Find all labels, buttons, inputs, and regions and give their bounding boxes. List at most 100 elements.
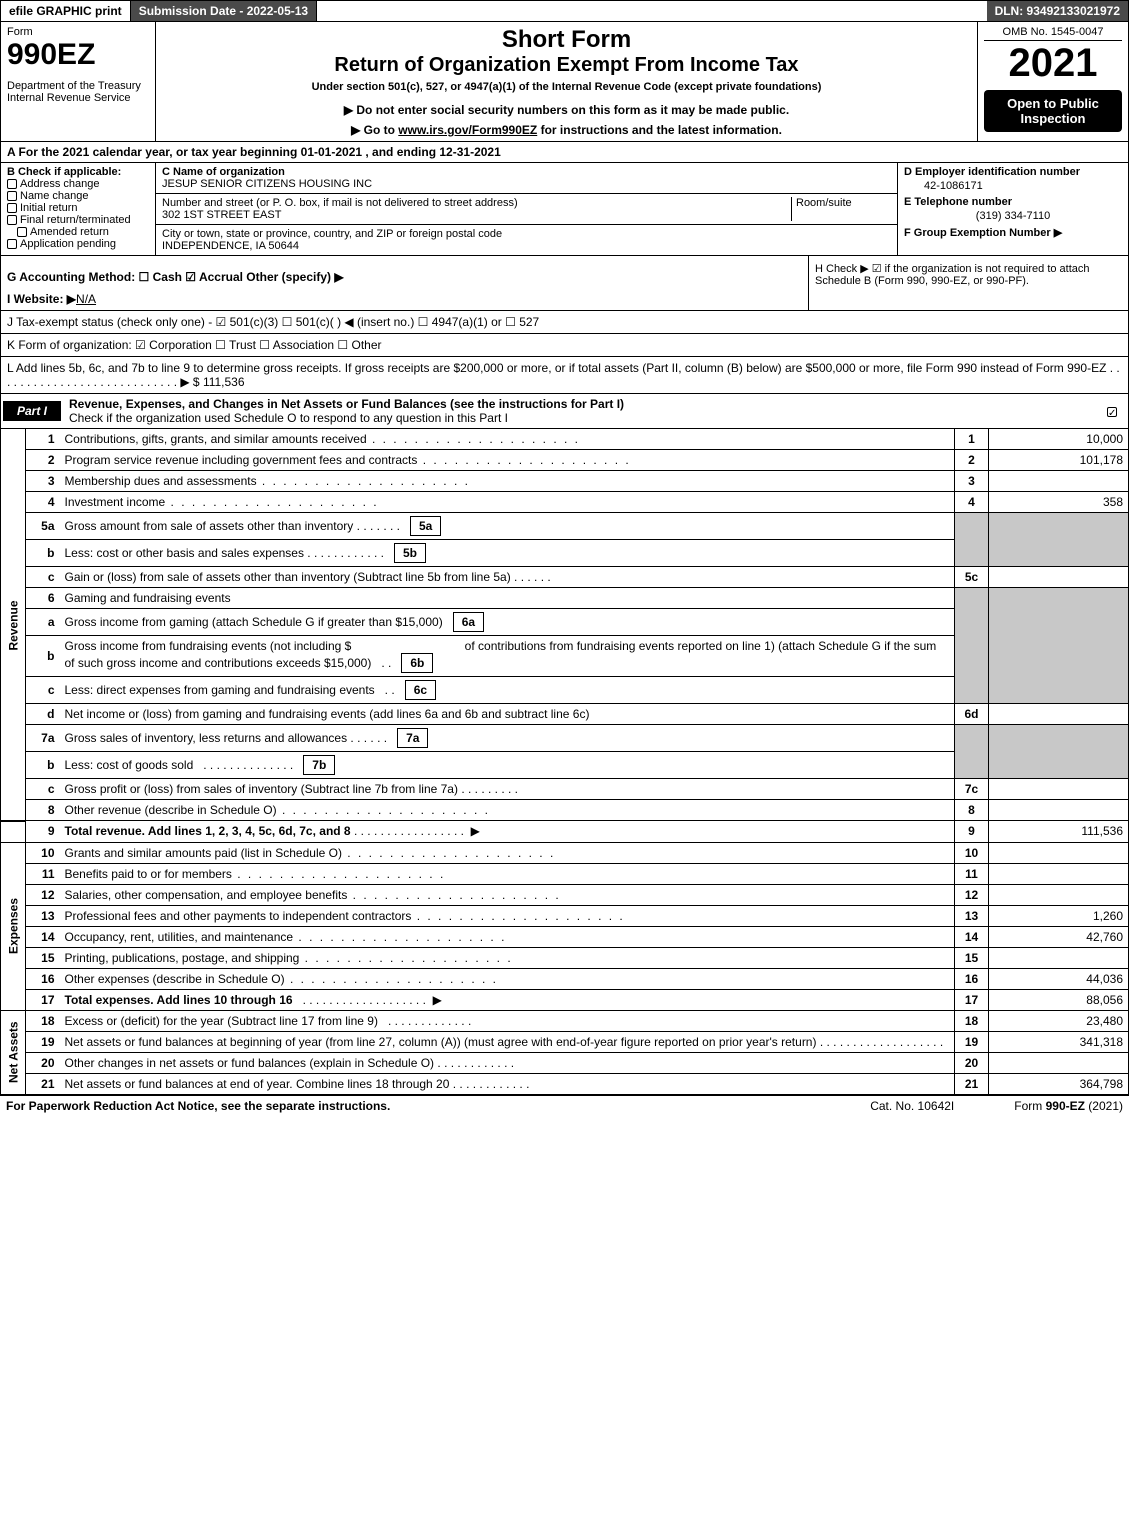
- b-opt-5[interactable]: Application pending: [7, 238, 149, 250]
- line-8: 8Other revenue (describe in Schedule O)8: [1, 800, 1129, 821]
- c-name-lbl: C Name of organization: [162, 166, 285, 178]
- checkbox-icon[interactable]: [7, 239, 17, 249]
- line-1: Revenue 1Contributions, gifts, grants, a…: [1, 429, 1129, 450]
- b-title: B Check if applicable:: [7, 166, 149, 178]
- line-12: 12Salaries, other compensation, and empl…: [1, 884, 1129, 905]
- line-13: 13Professional fees and other payments t…: [1, 905, 1129, 926]
- checkbox-icon[interactable]: [7, 215, 17, 225]
- part1-title: Revenue, Expenses, and Changes in Net As…: [63, 394, 1107, 428]
- checkbox-icon[interactable]: [7, 191, 17, 201]
- dept: Department of the Treasury Internal Reve…: [7, 80, 149, 104]
- line-15: 15Printing, publications, postage, and s…: [1, 947, 1129, 968]
- row-ghi: G Accounting Method: ☐ Cash ☑ Accrual Ot…: [0, 256, 1129, 311]
- line-17: 17Total expenses. Add lines 10 through 1…: [1, 989, 1129, 1010]
- part1-check[interactable]: [1107, 404, 1128, 418]
- goto-prefix: ▶ Go to: [351, 123, 398, 137]
- b-opt-4[interactable]: Amended return: [7, 226, 149, 238]
- revenue-label: Revenue: [1, 429, 26, 821]
- form-word: Form: [7, 26, 149, 38]
- lines-table: Revenue 1Contributions, gifts, grants, a…: [0, 429, 1129, 1095]
- row-g: G Accounting Method: ☐ Cash ☑ Accrual Ot…: [1, 256, 808, 288]
- header-right: OMB No. 1545-0047 2021 Open to Public In…: [978, 22, 1128, 141]
- goto-suffix: for instructions and the latest informat…: [537, 123, 782, 137]
- line-3: 3Membership dues and assessments3: [1, 471, 1129, 492]
- line-16: 16Other expenses (describe in Schedule O…: [1, 968, 1129, 989]
- line-14: 14Occupancy, rent, utilities, and mainte…: [1, 926, 1129, 947]
- line-2: 2Program service revenue including gover…: [1, 450, 1129, 471]
- tel: (319) 334-7110: [904, 208, 1122, 226]
- form-header: Form 990EZ Department of the Treasury In…: [0, 22, 1129, 142]
- row-j: J Tax-exempt status (check only one) - ☑…: [0, 311, 1129, 334]
- footer-left: For Paperwork Reduction Act Notice, see …: [6, 1099, 390, 1113]
- line-10: Expenses 10Grants and similar amounts pa…: [1, 842, 1129, 863]
- c-street-cell: Number and street (or P. O. box, if mail…: [156, 194, 897, 225]
- row-i: I Website: ▶N/A: [1, 288, 808, 310]
- ein: 42-1086171: [904, 178, 1122, 196]
- form-number: 990EZ: [7, 38, 149, 72]
- row-k: K Form of organization: ☑ Corporation ☐ …: [0, 334, 1129, 357]
- line-5a: 5aGross amount from sale of assets other…: [1, 513, 1129, 540]
- footer: For Paperwork Reduction Act Notice, see …: [0, 1095, 1129, 1116]
- ein-lbl: D Employer identification number: [904, 166, 1122, 178]
- part1-tag: Part I: [3, 401, 61, 421]
- checkbox-icon[interactable]: [7, 203, 17, 213]
- city: INDEPENDENCE, IA 50644: [162, 240, 299, 252]
- line-7c: cGross profit or (loss) from sales of in…: [1, 779, 1129, 800]
- i-lbl: I Website: ▶: [7, 292, 76, 306]
- expenses-label: Expenses: [1, 842, 26, 1010]
- c-name-cell: C Name of organization JESUP SENIOR CITI…: [156, 163, 897, 194]
- room-lbl: Room/suite: [791, 197, 891, 221]
- c-city-cell: City or town, state or province, country…: [156, 225, 897, 255]
- street: 302 1ST STREET EAST: [162, 209, 281, 221]
- section-bcd: B Check if applicable: Address change Na…: [0, 163, 1129, 256]
- b-opt-1[interactable]: Name change: [7, 190, 149, 202]
- org-name: JESUP SENIOR CITIZENS HOUSING INC: [162, 178, 372, 190]
- omb: OMB No. 1545-0047: [984, 26, 1122, 41]
- go-to: ▶ Go to www.irs.gov/Form990EZ for instru…: [162, 123, 971, 137]
- line-11: 11Benefits paid to or for members11: [1, 863, 1129, 884]
- dln: DLN: 93492133021972: [987, 1, 1128, 21]
- b-opt-0[interactable]: Address change: [7, 178, 149, 190]
- line-6d: dNet income or (loss) from gaming and fu…: [1, 704, 1129, 725]
- net-assets-label: Net Assets: [1, 1010, 26, 1094]
- goto-link[interactable]: www.irs.gov/Form990EZ: [398, 123, 537, 137]
- b-opt-3[interactable]: Final return/terminated: [7, 214, 149, 226]
- line-5c: cGain or (loss) from sale of assets othe…: [1, 567, 1129, 588]
- line-6: 6Gaming and fundraising events: [1, 588, 1129, 609]
- grp-lbl: F Group Exemption Number ▶: [904, 226, 1122, 239]
- open-to-public: Open to Public Inspection: [984, 90, 1122, 132]
- tax-year: 2021: [984, 41, 1122, 86]
- footer-right: Form 990-EZ (2021): [1014, 1099, 1123, 1113]
- b-opt-2[interactable]: Initial return: [7, 202, 149, 214]
- line-18: Net Assets 18Excess or (deficit) for the…: [1, 1010, 1129, 1031]
- line-7a: 7aGross sales of inventory, less returns…: [1, 725, 1129, 752]
- do-not-enter: ▶ Do not enter social security numbers o…: [162, 103, 971, 117]
- ghi-left: G Accounting Method: ☐ Cash ☑ Accrual Ot…: [1, 256, 808, 310]
- website: N/A: [76, 292, 96, 306]
- line-21: 21Net assets or fund balances at end of …: [1, 1073, 1129, 1094]
- short-form: Short Form: [162, 26, 971, 54]
- return-title: Return of Organization Exempt From Incom…: [162, 54, 971, 77]
- col-b: B Check if applicable: Address change Na…: [1, 163, 156, 255]
- efile-label: efile GRAPHIC print: [1, 1, 131, 21]
- checkbox-icon[interactable]: [17, 227, 27, 237]
- row-h: H Check ▶ ☑ if the organization is not r…: [808, 256, 1128, 310]
- header-center: Short Form Return of Organization Exempt…: [156, 22, 978, 141]
- line-20: 20Other changes in net assets or fund ba…: [1, 1052, 1129, 1073]
- top-bar: efile GRAPHIC print Submission Date - 20…: [0, 0, 1129, 22]
- submission-date: Submission Date - 2022-05-13: [131, 1, 317, 21]
- row-l: L Add lines 5b, 6c, and 7b to line 9 to …: [0, 357, 1129, 394]
- c-city-lbl: City or town, state or province, country…: [162, 228, 502, 240]
- header-left: Form 990EZ Department of the Treasury In…: [1, 22, 156, 141]
- checkbox-icon[interactable]: [7, 179, 17, 189]
- footer-cat: Cat. No. 10642I: [870, 1099, 954, 1113]
- checkbox-icon[interactable]: [1107, 407, 1117, 417]
- row-a: A For the 2021 calendar year, or tax yea…: [0, 142, 1129, 163]
- line-19: 19Net assets or fund balances at beginni…: [1, 1031, 1129, 1052]
- c-street-lbl: Number and street (or P. O. box, if mail…: [162, 197, 518, 209]
- tel-lbl: E Telephone number: [904, 196, 1122, 208]
- part1-header: Part I Revenue, Expenses, and Changes in…: [0, 394, 1129, 429]
- line-4: 4Investment income4358: [1, 492, 1129, 513]
- col-d: D Employer identification number 42-1086…: [898, 163, 1128, 255]
- line-9: 9Total revenue. Add lines 1, 2, 3, 4, 5c…: [1, 821, 1129, 843]
